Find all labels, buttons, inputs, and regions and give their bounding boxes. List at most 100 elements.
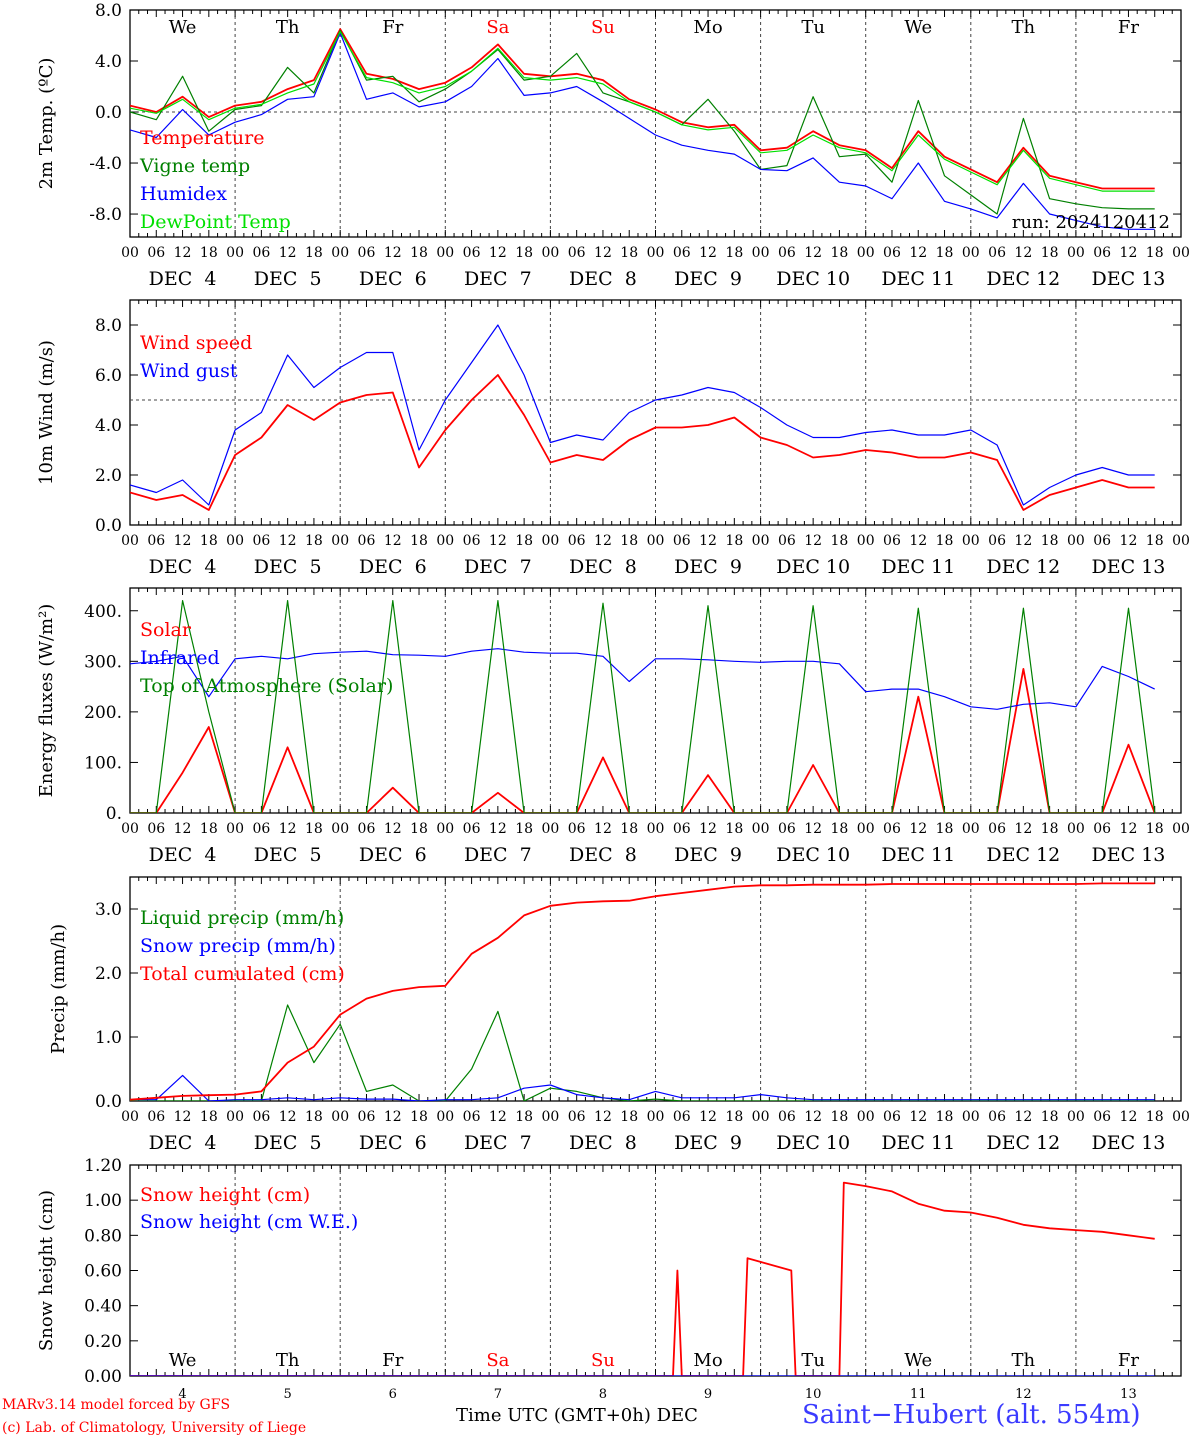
- hour-tick-label: 18: [936, 821, 954, 837]
- hour-tick-label: 18: [831, 821, 849, 837]
- hour-tick-label: 00: [436, 1109, 454, 1125]
- date-label: DEC 7: [464, 844, 532, 866]
- date-label: DEC 10: [776, 268, 850, 290]
- hour-tick-label: 12: [804, 821, 822, 837]
- date-label: DEC 8: [569, 268, 637, 290]
- legend-entry: Infrared: [140, 647, 220, 669]
- day-number-label: 13: [1120, 1387, 1137, 1402]
- date-label: DEC 5: [254, 1132, 322, 1154]
- date-label: DEC 8: [569, 1132, 637, 1154]
- hour-tick-label: 12: [909, 245, 927, 261]
- hour-tick-label: 00: [857, 1109, 875, 1125]
- date-label: DEC 10: [776, 556, 850, 578]
- hour-tick-label: 18: [620, 533, 638, 549]
- hour-tick-label: 00: [1172, 533, 1190, 549]
- legend-entry: Wind speed: [140, 332, 252, 354]
- hour-tick-label: 18: [515, 533, 533, 549]
- hour-tick-label: 18: [515, 1109, 533, 1125]
- series-line-blue: [130, 1074, 1155, 1101]
- hour-tick-label: 12: [174, 821, 192, 837]
- weekday-label: Tu: [801, 1350, 825, 1371]
- hour-tick-label: 06: [252, 245, 270, 261]
- hour-tick-label: 12: [279, 821, 297, 837]
- y-tick-label: 0.20: [84, 1332, 122, 1352]
- hour-tick-label: 06: [883, 821, 901, 837]
- hour-tick-label: 12: [279, 533, 297, 549]
- hour-tick-label: 06: [147, 245, 165, 261]
- series-line-lightgreen: [130, 31, 1155, 192]
- hour-tick-label: 00: [1067, 245, 1085, 261]
- date-label: DEC 9: [674, 844, 742, 866]
- weekday-label: Sa: [486, 17, 509, 38]
- hour-tick-label: 06: [673, 533, 691, 549]
- hour-tick-label: 12: [489, 245, 507, 261]
- hour-tick-label: 12: [1120, 533, 1138, 549]
- hour-tick-label: 12: [594, 1109, 612, 1125]
- hour-tick-label: 12: [1014, 1109, 1032, 1125]
- legend-entry: Snow height (cm): [140, 1184, 310, 1206]
- weekday-label: Mo: [693, 1350, 722, 1371]
- hour-tick-label: 00: [962, 533, 980, 549]
- series-line-red: [130, 668, 1156, 813]
- date-label: DEC 13: [1092, 556, 1166, 578]
- panel-snow: 1.20 1.00 0.80 0.60 0.40 0.20 0.00 Snow height …: [36, 1156, 1182, 1402]
- date-label: DEC 12: [986, 1132, 1060, 1154]
- y-axis-title: 2m Temp. (ºC): [36, 58, 57, 190]
- hour-tick-label: 06: [1093, 245, 1111, 261]
- legend-entry: Top of Atmosphere (Solar): [140, 675, 393, 697]
- legend-entry: Solar: [140, 619, 192, 641]
- series-line-green: [130, 600, 1156, 813]
- hour-tick-label: 12: [1014, 821, 1032, 837]
- y-tick-label: 0.80: [84, 1226, 122, 1246]
- y-tick-label: 300.: [84, 652, 122, 672]
- weekday-label: Th: [1012, 1350, 1036, 1371]
- hour-tick-label: 00: [121, 1109, 139, 1125]
- y-tick-label: 0.: [106, 804, 122, 824]
- hour-tick-label: 18: [1146, 1109, 1164, 1125]
- hour-tick-label: 18: [831, 1109, 849, 1125]
- date-label: DEC 12: [986, 556, 1060, 578]
- date-label: DEC 8: [569, 844, 637, 866]
- date-label: DEC 7: [464, 1132, 532, 1154]
- hour-tick-label: 06: [778, 821, 796, 837]
- hour-tick-label: 06: [252, 821, 270, 837]
- legend-entry: Temperature: [140, 127, 264, 149]
- date-label: DEC 12: [986, 844, 1060, 866]
- hour-tick-label: 12: [909, 1109, 927, 1125]
- date-label: DEC 4: [149, 556, 217, 578]
- hour-tick-label: 18: [725, 1109, 743, 1125]
- date-label: DEC 13: [1092, 844, 1166, 866]
- date-label: DEC 7: [464, 268, 532, 290]
- hour-tick-label: 00: [1067, 821, 1085, 837]
- date-label: DEC 9: [674, 556, 742, 578]
- y-tick-label: 4.0: [95, 416, 122, 436]
- legend-entry: Vigne temp: [139, 155, 250, 177]
- hour-tick-label: 00: [647, 533, 665, 549]
- hour-tick-label: 12: [279, 1109, 297, 1125]
- hour-tick-label: 18: [305, 245, 323, 261]
- date-label: DEC 5: [254, 268, 322, 290]
- hour-tick-label: 06: [463, 1109, 481, 1125]
- hour-tick-label: 18: [831, 245, 849, 261]
- hour-tick-label: 06: [147, 1109, 165, 1125]
- hour-tick-label: 18: [200, 533, 218, 549]
- hour-tick-label: 00: [1067, 533, 1085, 549]
- weekday-label: Th: [1012, 17, 1036, 38]
- hour-tick-label: 06: [358, 1109, 376, 1125]
- y-axis-title: 10m Wind (m/s): [36, 340, 57, 485]
- hour-tick-label: 00: [121, 245, 139, 261]
- hour-tick-label: 00: [541, 821, 559, 837]
- hour-tick-label: 06: [147, 821, 165, 837]
- hour-tick-label: 06: [1093, 533, 1111, 549]
- hour-tick-label: 12: [279, 245, 297, 261]
- day-number-label: 10: [805, 1387, 822, 1402]
- y-tick-label: 200.: [84, 703, 122, 723]
- date-label: DEC 9: [674, 268, 742, 290]
- hour-tick-label: 06: [358, 245, 376, 261]
- hour-tick-label: 18: [305, 1109, 323, 1125]
- hour-tick-label: 12: [174, 1109, 192, 1125]
- y-tick-label: 2.0: [95, 964, 122, 984]
- hour-tick-label: 18: [200, 245, 218, 261]
- hour-tick-label: 18: [620, 821, 638, 837]
- hour-tick-label: 00: [752, 1109, 770, 1125]
